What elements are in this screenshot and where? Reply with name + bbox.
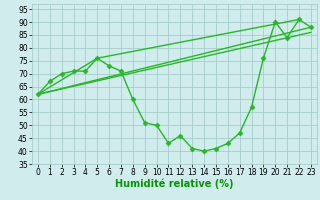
X-axis label: Humidité relative (%): Humidité relative (%): [115, 179, 234, 189]
